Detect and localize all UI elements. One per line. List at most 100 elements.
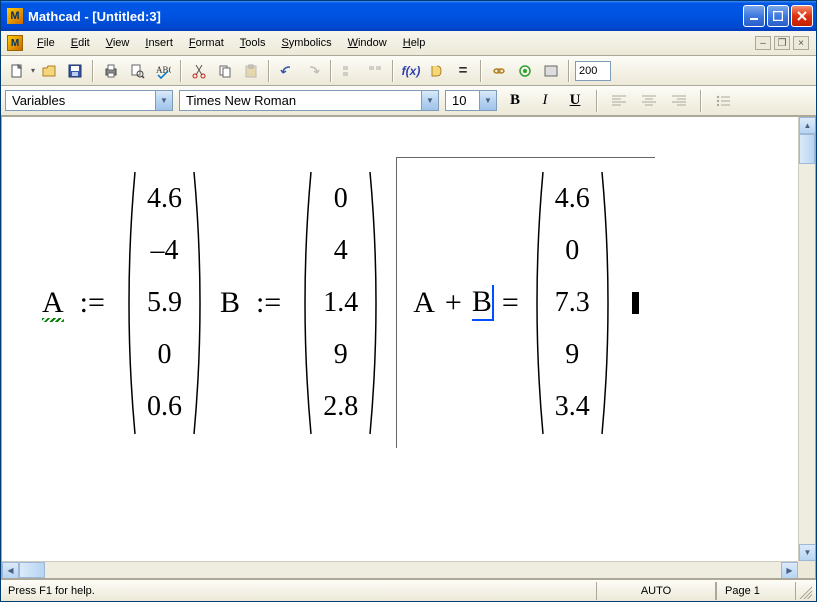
chevron-down-icon: ▼ [421, 91, 438, 110]
vec-value: 0 [157, 339, 171, 371]
vec-value: 5.9 [147, 287, 182, 319]
vec-value: 0 [565, 235, 579, 267]
vector-B: 0 4 1.4 9 2.8 [297, 168, 384, 438]
vec-value: 2.8 [323, 391, 358, 423]
size-combo[interactable]: 10 ▼ [445, 90, 497, 111]
redo-button[interactable] [301, 59, 325, 83]
menu-symbolics[interactable]: Symbolics [273, 34, 339, 52]
mdi-close-button[interactable]: × [793, 36, 809, 50]
undo-button[interactable] [275, 59, 299, 83]
menubar: M File Edit View Insert Format Tools Sym… [1, 31, 816, 56]
canvas[interactable]: A := 4.6 –4 5.9 0 0.6 B := [2, 117, 798, 561]
toolbar-separator [92, 60, 94, 82]
region-button[interactable] [539, 59, 563, 83]
menu-help[interactable]: Help [395, 34, 434, 52]
scroll-left-button[interactable]: ◀ [2, 562, 19, 579]
statusbar: Press F1 for help. AUTO Page 1 [1, 579, 816, 601]
resize-grip-icon[interactable] [796, 583, 812, 599]
edit-cursor [492, 285, 494, 321]
menu-view[interactable]: View [98, 34, 138, 52]
fx-button[interactable]: f(x) [399, 59, 423, 83]
vector-A-values: 4.6 –4 5.9 0 0.6 [137, 175, 192, 431]
chevron-down-icon: ▼ [155, 91, 172, 110]
toolbar-separator [330, 60, 332, 82]
plus-op: + [445, 286, 462, 320]
vector-A: 4.6 –4 5.9 0 0.6 [121, 168, 208, 438]
vertical-scrollbar[interactable]: ▲ ▼ [798, 117, 815, 561]
selected-region[interactable]: A + B = 4.6 0 7.3 9 3.4 [396, 157, 655, 448]
align-center-button[interactable] [637, 90, 661, 112]
left-paren-icon [297, 168, 313, 438]
open-button[interactable] [37, 59, 61, 83]
scroll-thumb[interactable] [19, 562, 45, 578]
copy-button[interactable] [213, 59, 237, 83]
scroll-track[interactable] [19, 562, 781, 578]
maximize-button[interactable] [767, 5, 789, 27]
window-title: Mathcad - [Untitled:3] [28, 9, 743, 24]
print-button[interactable] [99, 59, 123, 83]
horizontal-scrollbar[interactable]: ◀ ▶ [2, 561, 798, 578]
component-button[interactable] [513, 59, 537, 83]
caret-marker [632, 292, 639, 314]
toolbar-separator [700, 90, 702, 112]
vec-value: 0.6 [147, 391, 182, 423]
status-help-text: Press F1 for help. [5, 585, 596, 597]
vec-value: 4.6 [147, 183, 182, 215]
vec-value: 9 [334, 339, 348, 371]
app-icon: M [7, 8, 23, 24]
font-combo[interactable]: Times New Roman ▼ [179, 90, 439, 111]
scroll-corner [798, 561, 815, 578]
window-controls [743, 5, 813, 27]
app-window: M Mathcad - [Untitled:3] M File Edit Vie… [0, 0, 817, 602]
menu-file[interactable]: File [29, 34, 63, 52]
vec-value: 0 [334, 183, 348, 215]
paste-button[interactable] [239, 59, 263, 83]
scroll-down-button[interactable]: ▼ [799, 544, 816, 561]
menu-insert[interactable]: Insert [137, 34, 181, 52]
align-right-button[interactable] [667, 90, 691, 112]
align-button[interactable] [337, 59, 361, 83]
scroll-right-button[interactable]: ▶ [781, 562, 798, 579]
units-button[interactable] [425, 59, 449, 83]
vec-value: 4.6 [555, 183, 590, 215]
var-B-selected: B [472, 285, 492, 321]
scroll-thumb[interactable] [799, 134, 815, 164]
status-page: Page 1 [716, 582, 796, 600]
close-button[interactable] [791, 5, 813, 27]
format-toolbar: Variables ▼ Times New Roman ▼ 10 ▼ B I U [1, 86, 816, 116]
menu-edit[interactable]: Edit [63, 34, 98, 52]
align-left-button[interactable] [607, 90, 631, 112]
vec-value: 3.4 [555, 391, 590, 423]
bullets-button[interactable] [711, 90, 735, 112]
style-combo[interactable]: Variables ▼ [5, 90, 173, 111]
scroll-track[interactable] [799, 134, 815, 544]
menu-window[interactable]: Window [340, 34, 395, 52]
doc-icon: M [7, 35, 23, 51]
cut-button[interactable] [187, 59, 211, 83]
vector-B-values: 0 4 1.4 9 2.8 [313, 175, 368, 431]
right-paren-icon [192, 168, 208, 438]
math-content: A := 4.6 –4 5.9 0 0.6 B := [2, 117, 798, 448]
titlebar: M Mathcad - [Untitled:3] [1, 1, 816, 31]
italic-button[interactable]: I [533, 90, 557, 112]
right-paren-icon [368, 168, 384, 438]
underline-button[interactable]: U [563, 90, 587, 112]
save-button[interactable] [63, 59, 87, 83]
vec-value: 9 [565, 339, 579, 371]
spellcheck-button[interactable]: ABC [151, 59, 175, 83]
mdi-minimize-button[interactable]: – [755, 36, 771, 50]
menu-tools[interactable]: Tools [232, 34, 274, 52]
new-button[interactable] [5, 59, 29, 83]
link-button[interactable] [487, 59, 511, 83]
print-preview-button[interactable] [125, 59, 149, 83]
minimize-button[interactable] [743, 5, 765, 27]
menu-format[interactable]: Format [181, 34, 232, 52]
zoom-input[interactable] [575, 61, 611, 81]
align2-button[interactable] [363, 59, 387, 83]
workspace: A := 4.6 –4 5.9 0 0.6 B := [1, 116, 816, 579]
bold-button[interactable]: B [503, 90, 527, 112]
mdi-restore-button[interactable]: ❐ [774, 36, 790, 50]
toolbar-separator [268, 60, 270, 82]
calc-button[interactable]: = [451, 59, 475, 83]
scroll-up-button[interactable]: ▲ [799, 117, 816, 134]
